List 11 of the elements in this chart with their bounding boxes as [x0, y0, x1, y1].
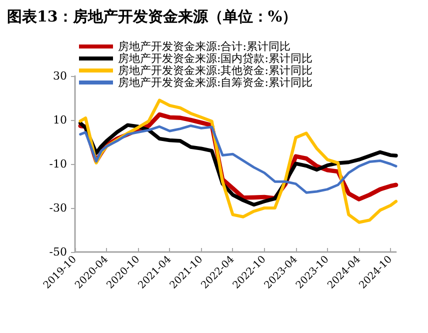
- legend-label: 房地产开发资金来源:国内贷款:累计同比: [118, 52, 312, 65]
- y-tick-label: -50: [49, 246, 67, 258]
- chart-title: 图表13：房地产开发资金来源（单位：%）: [7, 8, 298, 26]
- legend-label: 房地产开发资金来源:其他资金:累计同比: [118, 64, 312, 77]
- y-tick-label: 30: [53, 70, 67, 82]
- legend-label: 房地产开发资金来源:自筹资金:累计同比: [118, 76, 312, 89]
- y-tick-label: -30: [49, 202, 67, 214]
- line-series: [79, 124, 398, 194]
- legend-label: 房地产开发资金来源:合计:累计同比: [118, 40, 290, 53]
- y-tick-label: 10: [53, 114, 67, 126]
- y-tick-label: -10: [49, 158, 67, 170]
